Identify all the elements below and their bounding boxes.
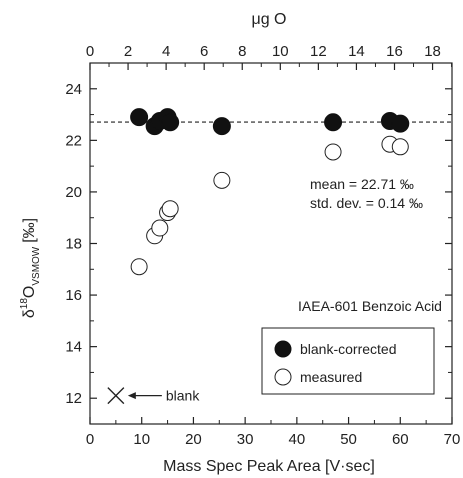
top-tick-label: 16 (386, 43, 403, 60)
y-tick-label: 18 (65, 236, 82, 253)
bottom-x-axis: 0 10 20 30 40 50 60 70 (86, 417, 461, 448)
x-tick-label: 20 (185, 431, 202, 448)
y-axis-title-sub: VSMOW (31, 246, 42, 285)
top-tick-label: 12 (310, 43, 327, 60)
blank-arrow-head (127, 392, 136, 400)
blank-x-stroke-2 (107, 387, 125, 405)
x-tick-label: 40 (289, 431, 306, 448)
top-tick-label: 0 (86, 43, 94, 60)
measured-point (151, 219, 169, 237)
legend-entry-measured: measured (300, 369, 362, 385)
blank-corrected-point (212, 117, 231, 136)
y-axis-title-sup: 18 (19, 298, 30, 310)
x-axis-title: Mass Spec Peak Area [V·sec] (163, 458, 375, 475)
top-tick-label: 14 (348, 43, 365, 60)
top-tick-label: 8 (238, 43, 246, 60)
y-axis-title-o: O (21, 286, 38, 298)
blank-corrected-point (161, 113, 180, 132)
legend: blank-corrected measured (261, 327, 435, 395)
top-tick-label: 18 (424, 43, 441, 60)
y-tick-label: 22 (65, 132, 82, 149)
mean-annotation: mean = 22.71 ‰ (310, 176, 414, 192)
sample-annotation: IAEA-601 Benzoic Acid (298, 298, 442, 314)
blank-label: blank (166, 388, 200, 404)
y-axis-title-unit: [‰] (21, 218, 38, 243)
measured-point (391, 138, 409, 156)
legend-entry-blank-corrected: blank-corrected (300, 341, 397, 357)
y-tick-label: 24 (65, 81, 82, 98)
y-tick-label: 20 (65, 184, 82, 201)
measured-point (213, 171, 231, 189)
x-tick-label: 60 (392, 431, 409, 448)
top-tick-label: 6 (200, 43, 208, 60)
data-points (130, 108, 410, 276)
top-tick-label: 4 (162, 43, 170, 60)
measured-point (130, 258, 148, 276)
top-axis-title: μg O (251, 11, 286, 28)
measured-point (161, 200, 179, 218)
legend-open-marker (274, 368, 292, 386)
blank-marker: blank (107, 387, 200, 405)
blank-corrected-point (391, 114, 410, 133)
y-axis-title-delta: δ (21, 309, 38, 318)
x-tick-label: 50 (340, 431, 357, 448)
x-tick-label: 30 (237, 431, 254, 448)
x-tick-label: 10 (133, 431, 150, 448)
x-tick-label: 0 (86, 431, 94, 448)
x-tick-label: 70 (444, 431, 461, 448)
legend-box (261, 327, 435, 395)
left-y-axis: 12 14 16 18 20 22 24 (65, 62, 452, 407)
blank-corrected-point (130, 108, 149, 127)
std-dev-annotation: std. dev. = 0.14 ‰ (310, 195, 423, 211)
blank-corrected-point (324, 113, 343, 132)
measured-point (324, 143, 342, 161)
top-x-axis: 0 2 4 6 8 10 12 14 16 18 (86, 43, 453, 70)
legend-filled-marker (274, 340, 292, 358)
y-tick-label: 12 (65, 390, 82, 407)
y-tick-label: 16 (65, 287, 82, 304)
y-tick-label: 14 (65, 339, 82, 356)
top-tick-label: 10 (272, 43, 289, 60)
top-tick-label: 2 (124, 43, 132, 60)
y-axis-title: δ18OVSMOW [‰] (19, 218, 42, 318)
